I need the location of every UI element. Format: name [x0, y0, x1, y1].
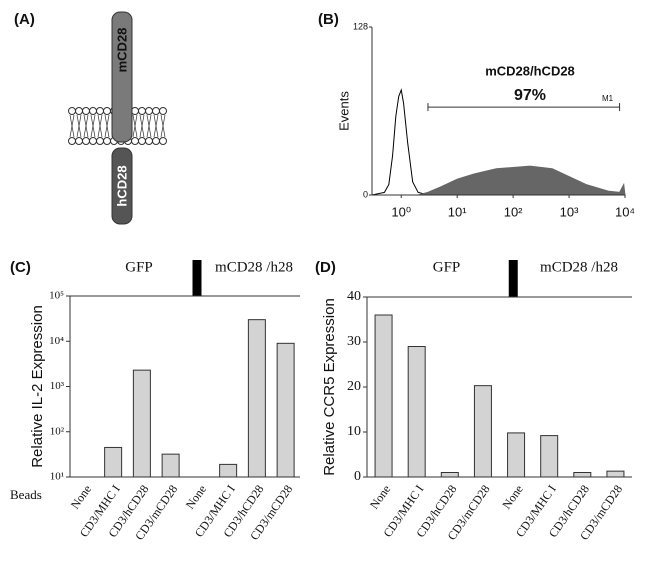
bar [507, 432, 526, 478]
y-tick-label: 10³ [50, 380, 65, 392]
y-axis-label: Relative IL-2 Expression [29, 305, 46, 468]
bar [606, 470, 625, 478]
lipid-tail [97, 114, 103, 138]
group-label: GFP [125, 259, 153, 275]
y-axis-label: Events [336, 91, 351, 131]
y-tick-label: 10² [50, 425, 65, 437]
bar [276, 342, 295, 478]
y-tick-label: 128 [353, 21, 368, 31]
panel-label: (C) [10, 259, 31, 276]
x-axis-label: Beads [10, 487, 42, 502]
y-tick-label: 10⁵ [49, 290, 64, 302]
x-tick-label: 10¹ [448, 204, 467, 219]
annotation: mCD28/hCD28 [485, 63, 575, 78]
lipid-tail [104, 114, 110, 138]
gate-label: M1 [602, 94, 614, 103]
x-tick-label: 10³ [560, 204, 579, 219]
node-label: mCD28 [114, 28, 129, 73]
lipid-tail [83, 114, 89, 138]
node-label: hCD28 [114, 165, 129, 206]
lipid-tail [69, 114, 75, 138]
group-label: mCD28 /h28 [540, 259, 618, 275]
bar [407, 346, 426, 478]
group-divider [192, 260, 202, 296]
bar [247, 319, 266, 478]
lipid-tail [132, 114, 138, 138]
lipid-tail [139, 114, 145, 138]
bar [473, 385, 492, 478]
bar [440, 472, 459, 478]
group-divider [508, 260, 518, 297]
bar [540, 435, 559, 478]
y-tick-label: 20 [347, 379, 361, 394]
mcd28-domain [111, 11, 133, 143]
bar [104, 446, 123, 478]
y-tick-label: 30 [347, 334, 361, 349]
group-label: mCD28 /h28 [215, 259, 293, 275]
bar [219, 463, 238, 478]
y-tick-label: 0 [363, 189, 368, 199]
y-tick-label: 10 [347, 424, 361, 439]
x-tick-label: 10⁴ [615, 204, 635, 219]
y-tick-label: 40 [347, 289, 361, 304]
panel-label: (B) [318, 11, 339, 28]
x-tick-label: 10⁰ [391, 204, 411, 219]
lipid-tail [153, 114, 159, 138]
panel-label: (D) [315, 259, 336, 276]
y-tick-label: 10⁴ [49, 335, 64, 347]
lipid-tail [90, 114, 96, 138]
hcd28-domain [111, 147, 133, 225]
y-tick-label: 0 [354, 469, 361, 484]
x-tick-label: 10² [504, 204, 523, 219]
lipid-head [159, 137, 167, 145]
lipid-tail [76, 114, 82, 138]
bar [573, 472, 592, 478]
y-axis-label: Relative CCR5 Expression [321, 298, 338, 476]
bar [374, 314, 393, 478]
panel-label: (A) [14, 11, 35, 28]
lipid-head [159, 107, 167, 115]
bar [132, 369, 151, 478]
bar [161, 453, 180, 478]
group-label: GFP [433, 259, 461, 275]
percent-label: 97% [514, 87, 546, 104]
y-tick-label: 10¹ [50, 471, 64, 483]
lipid-tail [146, 114, 152, 138]
lipid-tail [160, 114, 166, 138]
